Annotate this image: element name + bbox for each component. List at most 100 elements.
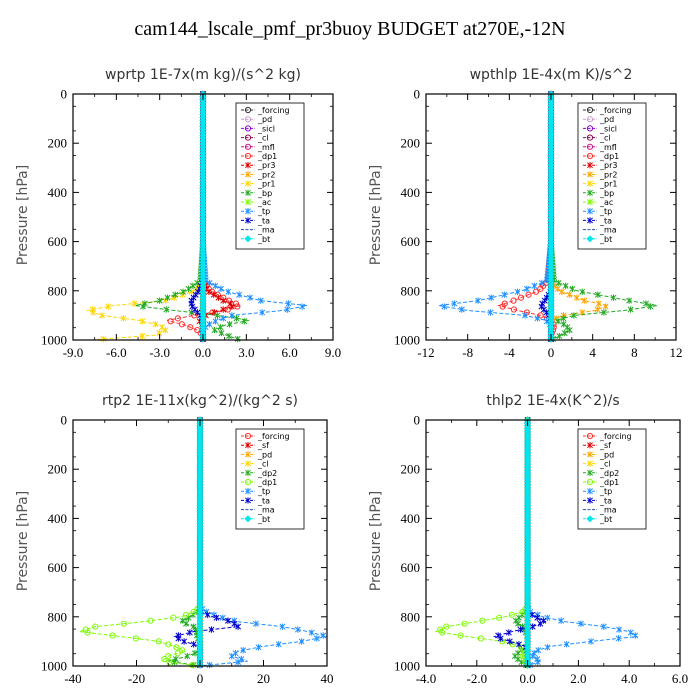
legend-label: _cl bbox=[599, 460, 611, 469]
x-tick-label: 9.0 bbox=[325, 345, 341, 360]
legend-label: _sf bbox=[257, 441, 269, 450]
legend-marker bbox=[244, 116, 252, 123]
x-tick-label: -3.0 bbox=[149, 345, 170, 360]
data-point bbox=[594, 291, 601, 298]
data-point bbox=[211, 326, 218, 334]
legend-label: _bt bbox=[257, 515, 270, 524]
legend-marker bbox=[245, 217, 251, 224]
data-point bbox=[560, 315, 567, 322]
series-ta bbox=[173, 416, 242, 669]
legend-label: _sicl bbox=[599, 124, 617, 133]
data-point bbox=[537, 620, 544, 627]
data-point bbox=[228, 312, 235, 319]
data-point bbox=[234, 303, 241, 310]
legend-label: _mfl bbox=[257, 143, 275, 152]
data-point bbox=[523, 309, 530, 316]
legend-marker bbox=[586, 116, 594, 123]
legend-marker bbox=[244, 106, 252, 114]
data-point bbox=[232, 650, 239, 657]
x-tick-label: -40 bbox=[64, 671, 81, 686]
legend-entry: _pr1 bbox=[583, 180, 617, 189]
legend-entry: _bt bbox=[241, 235, 270, 244]
y-tick-label: 0 bbox=[61, 87, 68, 102]
y-tick-label: 400 bbox=[401, 185, 421, 200]
x-tick-label: -6.0 bbox=[106, 345, 127, 360]
chart-title: wpthlp 1E-4x(m K)/s^2 bbox=[470, 67, 633, 83]
legend: _forcing_sf_pd_cl_dp2_dp1_tp_ta_ma_bt bbox=[577, 428, 647, 530]
data-point bbox=[560, 321, 567, 328]
data-point bbox=[501, 291, 508, 298]
legend: _forcing_sf_pd_cl_dp2_dp1_tp_ta_ma_bt bbox=[235, 428, 305, 530]
legend-label: _cl bbox=[257, 460, 269, 469]
legend-entry: _cl bbox=[241, 134, 269, 143]
data-point bbox=[531, 282, 538, 290]
data-point bbox=[220, 297, 227, 304]
legend-entry: _dp1 bbox=[583, 152, 619, 161]
series-bt bbox=[547, 90, 555, 343]
data-point bbox=[600, 309, 607, 316]
data-point bbox=[627, 629, 634, 636]
legend-label: _ta bbox=[599, 216, 612, 225]
chart-title: wprtp 1E-7x(m kg)/(s^2 kg) bbox=[105, 67, 301, 83]
series-ta bbox=[492, 416, 547, 669]
data-point bbox=[139, 332, 146, 340]
legend-marker bbox=[587, 198, 593, 206]
data-point bbox=[487, 309, 494, 316]
legend-marker bbox=[245, 171, 251, 178]
legend-box bbox=[235, 102, 305, 250]
legend-entry: _bt bbox=[583, 235, 612, 244]
legend-label: _cl bbox=[257, 134, 269, 143]
x-tick-label: 6.0 bbox=[282, 345, 298, 360]
legend-label: _ac bbox=[599, 198, 613, 207]
data-point bbox=[181, 638, 188, 645]
legend-label: _ta bbox=[257, 496, 270, 505]
y-tick-label: 600 bbox=[401, 560, 421, 575]
x-tick-label: 3.0 bbox=[238, 345, 254, 360]
x-tick-label: -12 bbox=[417, 345, 434, 360]
legend-label: _pr3 bbox=[599, 161, 617, 170]
legend-entry: _pr2 bbox=[241, 170, 275, 179]
legend-marker bbox=[586, 152, 594, 160]
legend-label: _bt bbox=[257, 235, 270, 244]
legend-label: _pd bbox=[257, 450, 272, 459]
x-tick-label: 0.0 bbox=[195, 345, 211, 360]
legend-entry: _ac bbox=[241, 198, 271, 207]
legend-entry: _dp1 bbox=[241, 152, 277, 161]
data-point bbox=[569, 285, 576, 293]
legend-label: _dp1 bbox=[257, 152, 277, 161]
legend-label: _dp1 bbox=[599, 478, 619, 487]
data-point bbox=[284, 306, 291, 313]
data-point bbox=[214, 312, 221, 319]
data-point bbox=[562, 282, 569, 290]
legend-marker bbox=[586, 125, 594, 132]
data-point bbox=[205, 288, 212, 295]
series-dp1 bbox=[497, 90, 557, 343]
legend-label: _ma bbox=[599, 506, 617, 515]
legend-marker bbox=[245, 189, 251, 196]
data-point bbox=[152, 321, 159, 328]
legend-marker bbox=[586, 235, 594, 243]
legend-label: _sf bbox=[599, 441, 611, 450]
data-point bbox=[231, 620, 238, 627]
data-point bbox=[165, 641, 172, 648]
legend-marker bbox=[587, 217, 593, 224]
legend-box bbox=[577, 102, 647, 250]
x-tick-label: 2.0 bbox=[570, 671, 586, 686]
data-point bbox=[537, 312, 544, 319]
legend-entry: _mfl bbox=[583, 143, 617, 152]
legend-label: _mfl bbox=[599, 143, 617, 152]
data-point bbox=[566, 326, 573, 334]
data-point bbox=[210, 291, 217, 298]
data-point bbox=[257, 297, 264, 304]
data-point bbox=[554, 285, 561, 293]
legend-marker bbox=[587, 171, 593, 178]
data-point bbox=[573, 294, 580, 301]
legend-label: _ma bbox=[599, 226, 617, 235]
data-point bbox=[458, 306, 465, 313]
data-point bbox=[555, 318, 562, 325]
data-point bbox=[532, 288, 540, 295]
data-point bbox=[561, 329, 568, 337]
x-tick-label: 6.0 bbox=[672, 671, 688, 686]
data-point bbox=[544, 644, 551, 651]
legend-label: _ma bbox=[257, 506, 275, 515]
